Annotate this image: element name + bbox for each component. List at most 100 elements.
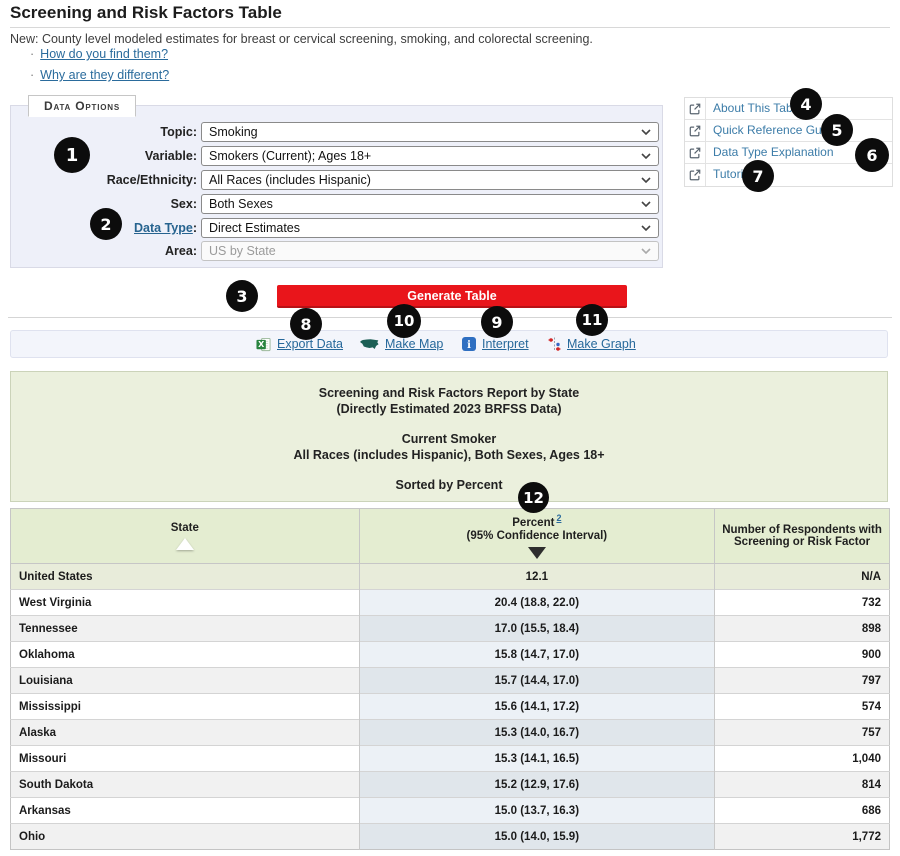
form-row-data-type: Data Type: Direct Estimates [11,218,662,238]
confidence-interval-label: (95% Confidence Interval) [466,530,608,543]
external-link-icon [689,169,701,181]
report-variable-line: Current Smoker [401,432,497,446]
area-label: Area: [165,244,197,258]
sex-select-value: Both Sexes [209,197,273,211]
make-map-label: Make Map [385,337,444,351]
respondents-header-line2: Screening or Risk Factor [734,536,871,548]
respondents-header-line1: Number of Respondents with [722,524,882,536]
topic-select-value: Smoking [209,125,258,139]
variable-select-value: Smokers (Current); Ages 18+ [209,149,372,163]
table-row-alaska: Alaska 15.3 (14.0, 16.7) 757 [10,719,890,746]
chevron-down-icon [641,225,651,231]
table-row-missouri: Missouri 15.3 (14.1, 16.5) 1,040 [10,745,890,772]
chevron-down-icon [641,248,651,254]
export-data-label: Export Data [277,337,344,351]
export-data-button[interactable]: X Export Data [256,331,343,357]
variable-label: Variable: [144,149,197,163]
interpret-label: Interpret [482,337,529,351]
variable-select[interactable]: Smokers (Current); Ages 18+ [201,146,659,166]
generate-table-button[interactable]: Generate Table [277,285,627,308]
annotation-badge-11: 11 [576,304,608,336]
area-select: US by State [201,241,659,261]
table-row-oklahoma: Oklahoma 15.8 (14.7, 17.0) 900 [10,641,890,668]
form-row-race-ethnicity: Race/Ethnicity: All Races (includes Hisp… [11,170,662,190]
toolbar: X Export Data Make Map i Interpret [10,330,888,358]
chevron-down-icon [641,129,651,135]
annotation-badge-12: 12 [518,482,549,513]
table-row-arkansas: Arkansas 15.0 (13.7, 16.3) 686 [10,797,890,824]
form-row-area: Area: US by State [11,241,662,261]
intro-bullet-2: · Why are they different? [30,68,169,82]
about-this-table-link[interactable]: About This Table [685,98,892,120]
chevron-down-icon [641,153,651,159]
external-link-icon [689,103,701,114]
sort-ascending-icon[interactable] [175,538,194,550]
topic-select[interactable]: Smoking [201,122,659,142]
why-are-they-different-link[interactable]: Why are they different? [40,68,170,82]
bullet-icon: · [30,68,35,82]
sex-label: Sex: [170,197,197,211]
data-type-explanation-link[interactable]: Data Type Explanation [685,142,892,164]
annotation-badge-6: 6 [855,138,889,172]
intro-text: New: County level modeled estimates for … [10,32,593,46]
info-icon: i [462,337,476,351]
report-header: Screening and Risk Factors Report by Sta… [10,371,888,502]
data-type-help-link[interactable]: Data Type [134,221,193,235]
annotation-badge-2: 2 [90,208,122,240]
state-header-label: State [170,522,199,534]
table-row-south-dakota: South Dakota 15.2 (12.9, 17.6) 814 [10,771,890,798]
data-type-select[interactable]: Direct Estimates [201,218,659,238]
make-graph-button[interactable]: Make Graph [548,331,636,357]
data-type-label-colon: : [192,221,197,235]
svg-text:X: X [258,340,264,349]
annotation-badge-8: 8 [290,308,322,340]
table-row-louisiana: Louisiana 15.7 (14.4, 17.0) 797 [10,667,890,694]
annotation-badge-10: 10 [387,304,421,338]
report-demographics-line: All Races (includes Hispanic), Both Sexe… [293,448,605,462]
make-graph-label: Make Graph [567,337,636,351]
external-link-icon [689,125,701,136]
data-type-select-value: Direct Estimates [209,221,300,235]
make-map-button[interactable]: Make Map [360,331,443,357]
percent-header-label: Percent [512,516,555,529]
annotation-badge-5: 5 [821,114,853,146]
data-options-legend: Data Options [28,95,136,117]
percent-column-header[interactable]: Percent 2 (95% Confidence Interval) [358,508,716,564]
table-row-united-states: United States 12.1 N/A [10,563,890,590]
table-row-west-virginia: West Virginia 20.4 (18.8, 22.0) 732 [10,589,890,616]
svg-text:i: i [467,340,471,351]
external-link-icon [689,147,701,158]
sex-select[interactable]: Both Sexes [201,194,659,214]
annotation-badge-4: 4 [790,88,822,120]
annotation-badge-9: 9 [481,306,513,338]
interpret-button[interactable]: i Interpret [462,331,529,357]
race-ethnicity-select-value: All Races (includes Hispanic) [209,173,371,187]
table-header-row: State Percent 2 (95% Confidence Interval)… [10,508,890,564]
chevron-down-icon [641,201,651,207]
form-row-variable: Variable: Smokers (Current); Ages 18+ [11,146,662,166]
table-row-ohio: Ohio 15.0 (14.0, 15.9) 1,772 [10,823,890,850]
state-column-header[interactable]: State [10,508,360,564]
form-row-sex: Sex: Both Sexes [11,194,662,214]
annotation-badge-3: 3 [226,280,258,312]
table-row-tennessee: Tennessee 17.0 (15.5, 18.4) 898 [10,615,890,642]
annotation-badge-1: 1 [54,137,90,173]
topic-label: Topic: [160,125,197,139]
quick-reference-guide-link[interactable]: Quick Reference Guide [685,120,892,142]
dot-plot-icon [548,337,561,351]
data-type-explanation-label: Data Type Explanation [713,145,834,159]
results-table: State Percent 2 (95% Confidence Interval)… [10,508,890,850]
race-ethnicity-select[interactable]: All Races (includes Hispanic) [201,170,659,190]
how-do-you-find-them-link[interactable]: How do you find them? [40,47,169,61]
form-row-topic: Topic: Smoking [11,122,662,142]
data-options-panel: Topic: Smoking Variable: Smokers (Curren… [10,105,663,268]
sort-descending-icon[interactable] [527,547,546,560]
data-type-label: Data Type: [11,218,197,238]
race-ethnicity-label: Race/Ethnicity: [106,173,197,187]
page-title: Screening and Risk Factors Table [10,3,890,28]
help-links-table: About This Table Quick Reference Guide D… [684,97,893,187]
percent-footnote-link[interactable]: 2 [556,512,562,523]
us-map-icon [360,339,379,349]
report-sort-line: Sorted by Percent [395,478,503,492]
